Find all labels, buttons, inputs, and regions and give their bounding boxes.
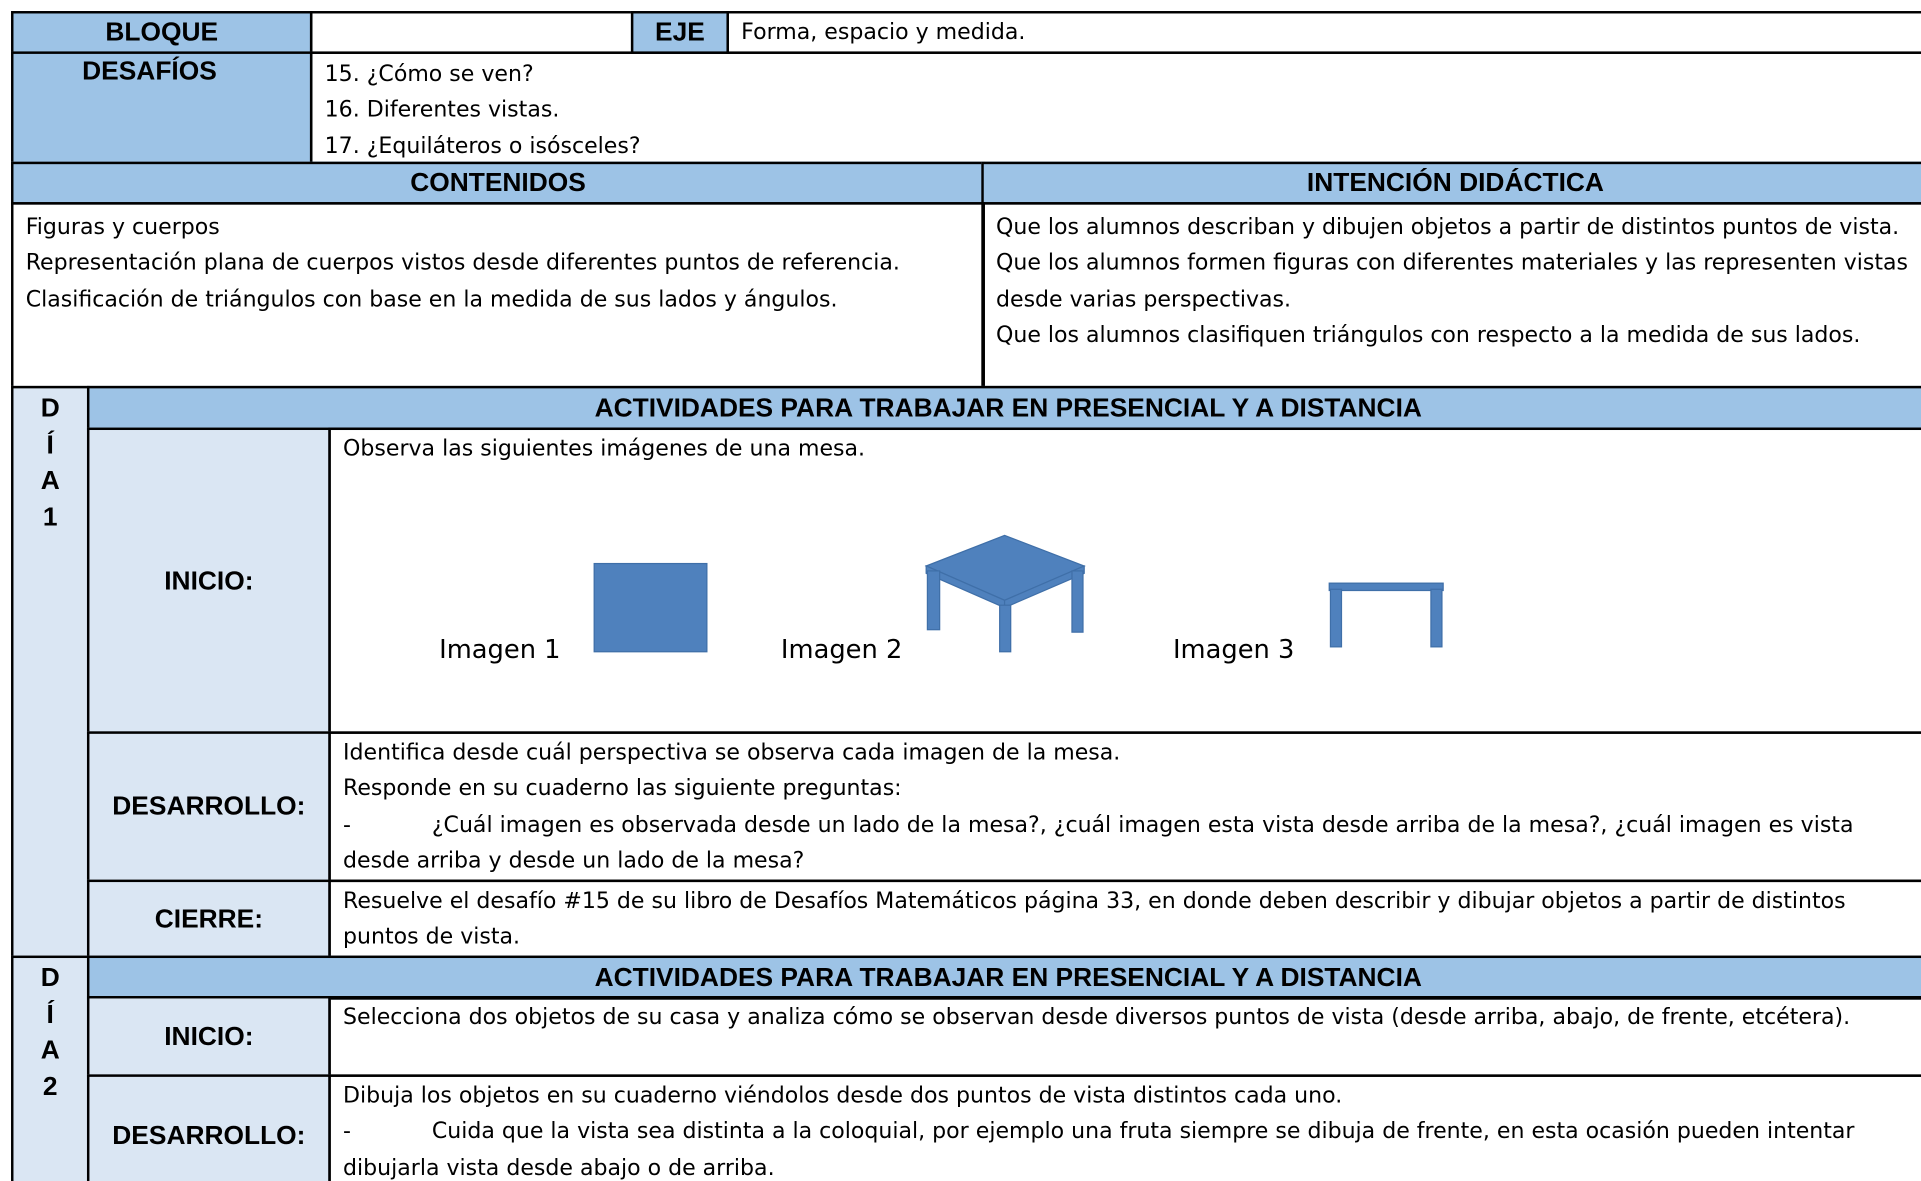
desafios-label: DESAFÍOS <box>11 51 313 165</box>
paragraph: Responde en su cuaderno las siguiente pr… <box>331 771 1891 807</box>
row-label-text: DESARROLLO: <box>112 791 306 821</box>
row-label: CIERRE: <box>86 879 331 959</box>
day-letter: D <box>40 962 60 993</box>
intencion-item: Que los alumnos clasifiquen triángulos c… <box>996 322 1861 348</box>
paragraph-text: Selecciona dos objetos de su casa y anal… <box>343 1004 1851 1031</box>
eje-text: Forma, espacio y medida. <box>741 19 1026 46</box>
row-label: INICIO: <box>86 427 331 734</box>
intencion-title-text: INTENCIÓN DIDÁCTICA <box>1306 167 1604 198</box>
bloque-label-text: BLOQUE <box>105 17 219 47</box>
contenido: Clasificación de triángulos con base en … <box>25 286 838 312</box>
desafio: 16. Diferentes vistas. <box>324 97 560 123</box>
row-content: Resuelve el desafío #15 de su libro de D… <box>328 879 1921 959</box>
paragraph: Dibuja los objetos en su cuaderno viéndo… <box>331 1078 1891 1114</box>
contenido: Representación plana de cuerpos vistos d… <box>25 250 900 277</box>
bullet: - <box>343 1118 351 1145</box>
day-letter: 1 <box>42 501 58 532</box>
contenido: Figuras y cuerpos <box>25 214 220 241</box>
bullet: - <box>343 811 351 838</box>
intencion: Que los alumnos describan y dibujen obje… <box>981 202 1921 389</box>
contenidos-title-text: CONTENIDOS <box>410 167 586 198</box>
intencion-item: Que los alumnos formen figuras con difer… <box>996 250 1909 312</box>
image-caption: Imagen 2 <box>780 634 903 665</box>
paragraph: Resuelve el desafío #15 de su libro de D… <box>331 883 1891 955</box>
intencion-title: INTENCIÓN DIDÁCTICA <box>981 161 1921 205</box>
desafios: 15. ¿Cómo se ven? 16. Diferentes vistas. 1… <box>309 51 1921 165</box>
activities-title-text: ACTIVIDADES PARA TRABAJAR EN PRESENCIAL … <box>594 392 1422 423</box>
paragraph-text: Cuida que la vista sea distinta a la col… <box>343 1118 1855 1181</box>
image-caption: Imagen 3 <box>1172 634 1295 665</box>
row-content: Dibuja los objetos en su cuaderno viéndo… <box>328 1074 1921 1181</box>
day-letter: D <box>40 393 60 423</box>
paragraph: - ¿Cuál imagen es observada desde un lado… <box>331 807 1891 879</box>
paragraph-text: Observa las siguientes imágenes de una m… <box>343 436 866 462</box>
day-letter: A <box>40 1035 60 1065</box>
desafio: 15. ¿Cómo se ven? <box>324 61 534 87</box>
row-label: INICIO: <box>86 996 331 1077</box>
paragraph-text: Resuelve el desafío #15 de su libro de D… <box>343 888 1846 950</box>
desafio: 17. ¿Equiláteros o isósceles? <box>324 133 641 159</box>
paragraph: Observa las siguientes imágenes de una m… <box>331 431 1891 467</box>
paragraph-text: Identifica desde cuál perspectiva se obs… <box>343 739 1121 766</box>
image-caption: Imagen 1 <box>439 634 561 665</box>
paragraph: Identifica desde cuál perspectiva se obs… <box>331 735 1891 771</box>
day-letter: Í <box>46 429 54 459</box>
activities-title-text: ACTIVIDADES PARA TRABAJAR EN PRESENCIAL … <box>594 962 1422 992</box>
row-label-text: DESARROLLO: <box>112 1120 306 1150</box>
desafios-label-text: DESAFÍOS <box>82 56 217 86</box>
day-letter: 2 <box>42 1071 58 1101</box>
row-content: Selecciona dos objetos de su casa y anal… <box>328 996 1921 1077</box>
row-label: DESARROLLO: <box>86 1074 331 1181</box>
row-content: Identifica desde cuál perspectiva se obs… <box>328 731 1921 883</box>
paragraph-text: Dibuja los objetos en su cuaderno viéndo… <box>343 1082 1343 1109</box>
activities-title: ACTIVIDADES PARA TRABAJAR EN PRESENCIAL … <box>86 955 1921 1000</box>
row-label-text: CIERRE: <box>154 903 264 933</box>
paragraph-text: ¿Cuál imagen es observada desde un lado … <box>343 811 1854 874</box>
contenidos: Figuras y cuerpos Representación plana de… <box>11 202 985 389</box>
row-label-text: INICIO: <box>164 565 254 595</box>
intencion-item: Que los alumnos describan y dibujen obje… <box>996 214 1900 241</box>
paragraph-text: Responde en su cuaderno las siguiente pr… <box>343 775 902 802</box>
bloque-label: BLOQUE <box>11 11 313 54</box>
paragraph: Selecciona dos objetos de su casa y anal… <box>331 1000 1891 1036</box>
day-letter: Í <box>46 999 54 1029</box>
eje-label-text: EJE <box>655 17 705 47</box>
table-drawings <box>593 534 1444 653</box>
day-letter: A <box>40 465 60 495</box>
row-label-text: INICIO: <box>164 1021 254 1051</box>
row-label: DESARROLLO: <box>86 731 331 883</box>
paragraph: - Cuida que la vista sea distinta a la co… <box>331 1114 1891 1181</box>
